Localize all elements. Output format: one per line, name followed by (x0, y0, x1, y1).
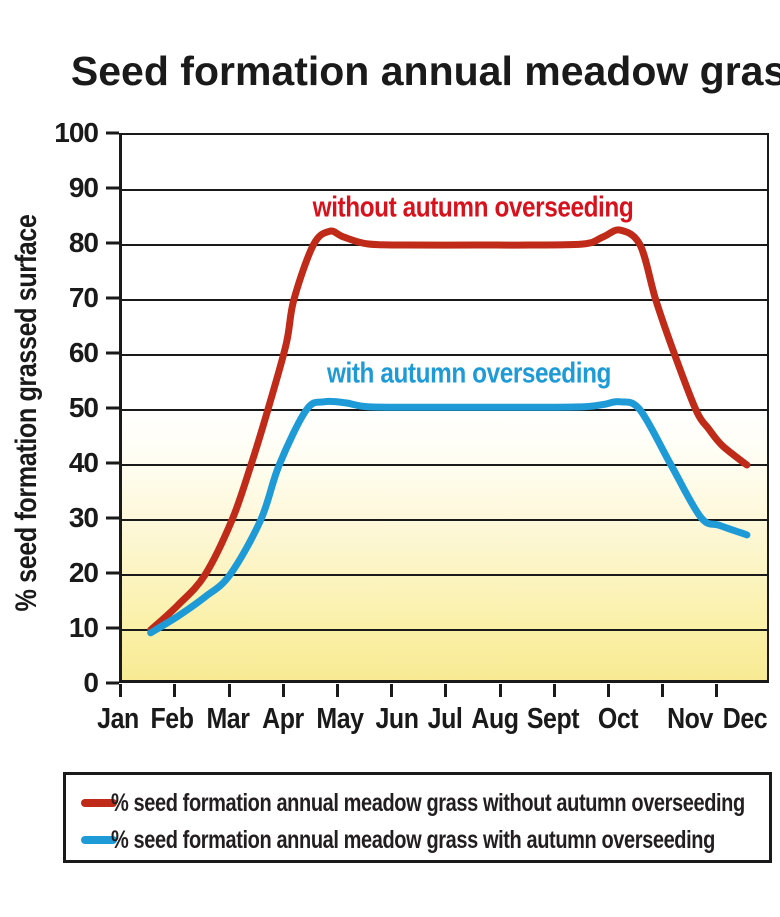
y-tick-label-60: 60 (68, 337, 99, 368)
month-label-jul: Jul (427, 703, 463, 735)
x-tick-mark-dec (715, 684, 719, 697)
month-label-oct: Oct (597, 703, 639, 735)
y-tick-label-80: 80 (68, 227, 99, 258)
month-label-feb: Feb (150, 703, 194, 735)
gridline-40 (122, 464, 767, 466)
month-label-sept: Sept (526, 703, 580, 735)
legend-row: % seed formation annual meadow grass wit… (66, 822, 769, 858)
gridline-70 (122, 299, 767, 301)
y-tick-mark (106, 461, 119, 465)
x-tick-mark-oct (607, 684, 610, 697)
y-tick-mark (106, 681, 119, 685)
month-label-aug: Aug (471, 703, 519, 735)
y-tick-mark (106, 186, 119, 190)
y-tick-mark (106, 241, 119, 245)
y-tick-label-70: 70 (68, 282, 99, 313)
month-label-apr: Apr (262, 703, 304, 735)
x-tick-mark-aug (498, 684, 502, 697)
y-tick-mark (106, 296, 119, 300)
chart-title: Seed formation annual meadow grass (70, 48, 780, 94)
y-tick-label-100: 100 (54, 117, 99, 148)
y-tick-label-90: 90 (68, 172, 99, 203)
y-tick-label-20: 20 (68, 557, 99, 588)
plot-area (119, 133, 769, 683)
line-without-overseeding (147, 226, 751, 634)
legend: % seed formation annual meadow grass wit… (63, 772, 772, 863)
x-tick-mark-jul (444, 684, 448, 697)
y-tick-label-50: 50 (68, 392, 99, 423)
legend-swatch-icon (81, 799, 117, 807)
y-tick-mark (106, 406, 119, 410)
gridline-60 (122, 354, 767, 356)
x-tick-mark-may (336, 684, 339, 697)
legend-label: % seed formation annual meadow grass wit… (111, 788, 745, 817)
y-tick-mark (106, 626, 119, 630)
x-tick-mark-nov (661, 684, 665, 697)
y-tick-mark (106, 516, 119, 520)
month-label-jan: Jan (97, 703, 139, 735)
y-tick-mark (106, 351, 119, 355)
y-tick-label-40: 40 (68, 447, 99, 478)
legend-row: % seed formation annual meadow grass wit… (66, 785, 769, 821)
series-lines (147, 226, 751, 637)
month-label-mar: Mar (206, 703, 250, 735)
x-tick-mark-jun (390, 684, 394, 697)
x-tick-mark-sept (552, 684, 556, 697)
y-tick-mark (106, 571, 119, 575)
y-tick-mark (106, 131, 119, 135)
line-with-overseeding (147, 397, 751, 637)
x-tick-mark-mar (227, 684, 231, 697)
x-tick-mark-jan (119, 684, 123, 697)
y-tick-label-0: 0 (83, 667, 99, 698)
month-label-dec: Dec (722, 703, 768, 735)
y-tick-label-10: 10 (68, 612, 99, 643)
gridline-30 (122, 519, 767, 521)
x-tick-mark-feb (173, 684, 177, 697)
y-tick-label-30: 30 (68, 502, 99, 533)
month-label-nov: Nov (667, 703, 713, 735)
month-label-jun: Jun (375, 703, 419, 735)
x-tick-mark-apr (281, 684, 285, 697)
without-overseeding-curve-label: without autumn overseeding (312, 191, 634, 224)
with-overseeding-curve-label: with autumn overseeding (326, 357, 612, 390)
yellow-gradient-band (122, 407, 767, 680)
gridline-10 (122, 629, 767, 631)
legend-swatch-icon (81, 836, 117, 844)
legend-label: % seed formation annual meadow grass wit… (111, 825, 715, 854)
gridline-90 (122, 189, 767, 191)
month-label-may: May (316, 703, 364, 735)
y-axis-label: % seed formation grassed surface (10, 214, 43, 612)
gridline-20 (122, 574, 767, 576)
